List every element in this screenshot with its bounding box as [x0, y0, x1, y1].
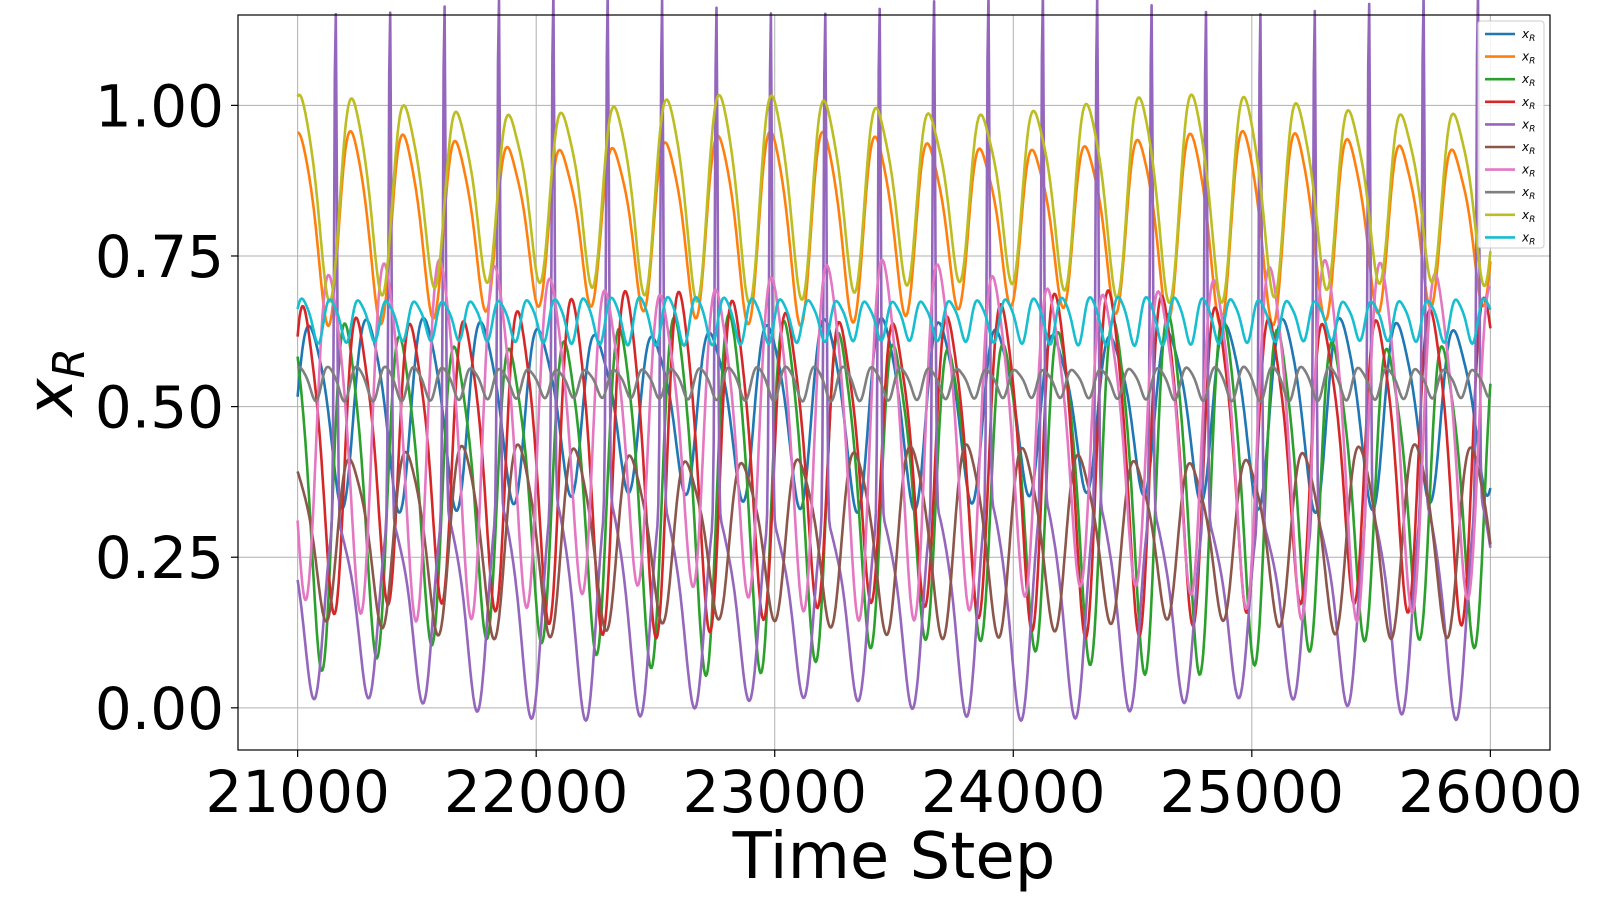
x-axis-label: Time Step — [732, 820, 1056, 894]
y-tick-label: 0.00 — [95, 675, 224, 743]
legend-entry-sub: R — [1529, 237, 1535, 247]
x-tick-label: 24000 — [921, 758, 1106, 826]
legend-entry-main: x — [1521, 208, 1530, 222]
legend-entry-label: xR — [1521, 95, 1535, 112]
legend-entry-sub: R — [1529, 147, 1535, 157]
legend-entry-sub: R — [1529, 102, 1535, 112]
legend-entry-label: xR — [1521, 27, 1535, 44]
legend-entry-main: x — [1521, 27, 1530, 41]
legend-entry-sub: R — [1529, 215, 1535, 225]
series-line — [296, 365, 1491, 403]
legend-entry-sub: R — [1529, 170, 1535, 180]
legend-entry-main: x — [1521, 117, 1530, 131]
y-tick-label: 0.25 — [95, 524, 224, 592]
legend-entry-label: xR — [1521, 208, 1535, 225]
legend-entry-label: xR — [1521, 117, 1535, 134]
legend-entry-main: x — [1521, 185, 1530, 199]
x-tick-label: 21000 — [205, 758, 390, 826]
legend-entry-sub: R — [1529, 79, 1535, 89]
legend-entry-main: x — [1521, 95, 1530, 109]
x-axis-ticks: 21000 22000 23000 24000 25000 26000 — [205, 750, 1583, 826]
legend-entry-main: x — [1521, 50, 1530, 64]
series-line — [296, 0, 1492, 722]
x-tick-label: 26000 — [1398, 758, 1583, 826]
plot-frame — [237, 14, 1551, 751]
y-tick-label: 0.50 — [95, 374, 224, 442]
legend-entry-label: xR — [1521, 163, 1535, 180]
legend-entry-main: x — [1521, 140, 1530, 154]
y-tick-label: 0.75 — [95, 223, 224, 291]
x-tick-label: 22000 — [444, 758, 629, 826]
legend-entry-sub: R — [1529, 57, 1535, 67]
x-tick-label: 23000 — [682, 758, 867, 826]
legend-entry-main: x — [1521, 230, 1530, 244]
legend-entry-label: xR — [1521, 230, 1535, 247]
series-line — [296, 93, 1492, 305]
legend-entry-sub: R — [1529, 124, 1535, 134]
y-tick-label: 1.00 — [95, 72, 224, 140]
series-line — [296, 295, 1492, 348]
series-line — [296, 258, 1492, 623]
legend-entry-label: xR — [1521, 50, 1535, 67]
legend-entry-sub: R — [1529, 192, 1535, 202]
y-axis-label-main: x — [14, 377, 88, 418]
series-line — [296, 443, 1492, 641]
legend-entry-sub: R — [1529, 34, 1535, 44]
y-axis-label-sub: R — [44, 348, 95, 379]
legend-entry-label: xR — [1521, 140, 1535, 157]
legend-entry-main: x — [1521, 72, 1530, 86]
y-axis-ticks: 0.00 0.25 0.50 0.75 1.00 — [95, 72, 238, 743]
x-tick-label: 25000 — [1160, 758, 1345, 826]
series-lines — [296, 0, 1492, 722]
legend-entry-main: x — [1521, 163, 1530, 177]
legend-entry-label: xR — [1521, 185, 1535, 202]
y-axis-label: xR — [14, 348, 95, 418]
legend-entry-label: xR — [1521, 72, 1535, 89]
